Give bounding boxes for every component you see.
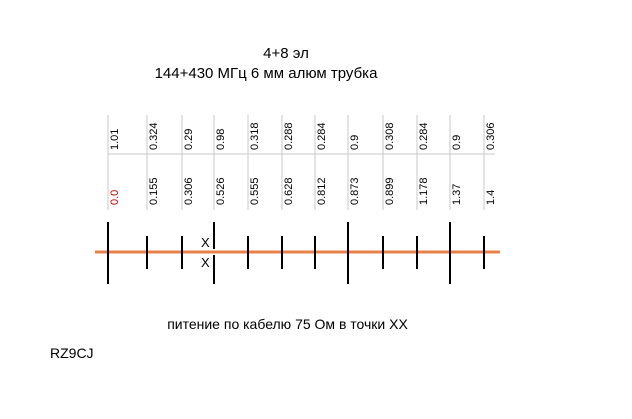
element-length-label: 0.9 bbox=[349, 135, 361, 150]
callsign-label: RZ9CJ bbox=[50, 345, 94, 361]
element-length-label: 0.29 bbox=[183, 129, 195, 150]
element-position-label: 0.306 bbox=[183, 177, 195, 205]
element-position-label: 1.178 bbox=[418, 177, 430, 205]
element-length-label: 0.98 bbox=[215, 129, 227, 150]
feed-caption: питение по кабелю 75 Ом в точки ХХ bbox=[167, 316, 408, 332]
element-position-label: 0.0 bbox=[109, 190, 121, 205]
element-position-label: 0.555 bbox=[249, 177, 261, 205]
feed-point-label-top: X bbox=[201, 235, 210, 250]
element-length-label: 0.324 bbox=[148, 122, 160, 150]
element-length-label: 1.01 bbox=[109, 129, 121, 150]
element-length-label: 0.288 bbox=[283, 122, 295, 150]
element-position-label: 1.37 bbox=[451, 184, 463, 205]
element-length-label: 0.318 bbox=[249, 122, 261, 150]
element-length-label: 0.284 bbox=[316, 122, 328, 150]
element-position-label: 0.812 bbox=[316, 177, 328, 205]
dimension-table-grid bbox=[107, 115, 495, 210]
element-length-label: 0.284 bbox=[418, 122, 430, 150]
dimension-table-values: 1.01 0.0 0.324 0.155 0.29 0.306 0.98 0.526 0.318… bbox=[109, 122, 497, 205]
element-position-label: 0.628 bbox=[283, 177, 295, 205]
element-position-label: 1.4 bbox=[485, 190, 497, 205]
feed-point-label-bottom: X bbox=[201, 255, 210, 270]
element-length-label: 0.9 bbox=[451, 135, 463, 150]
title-line-2: 144+430 МГц 6 мм алюм трубка bbox=[154, 65, 378, 82]
element-length-label: 0.308 bbox=[384, 122, 396, 150]
antenna-elements bbox=[107, 222, 485, 284]
element-length-label: 0.306 bbox=[485, 122, 497, 150]
element-position-label: 0.155 bbox=[148, 177, 160, 205]
element-position-label: 0.873 bbox=[349, 177, 361, 205]
element-position-label: 0.899 bbox=[384, 177, 396, 205]
title-line-1: 4+8 эл bbox=[263, 45, 309, 62]
element-position-label: 0.526 bbox=[215, 177, 227, 205]
